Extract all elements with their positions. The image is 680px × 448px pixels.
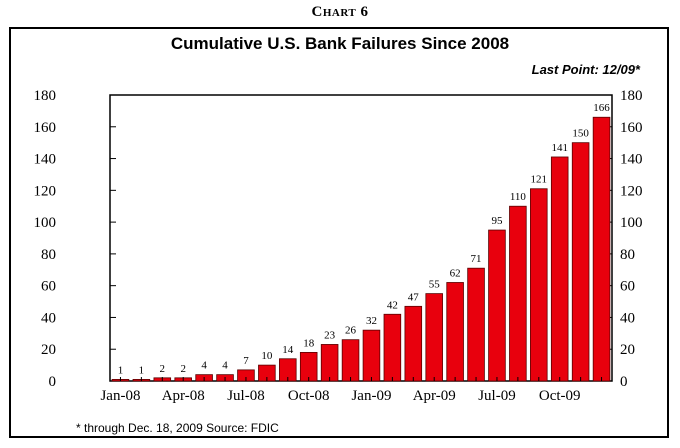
x-tick-label: Oct-08	[288, 388, 330, 404]
y-tick-label-right: 180	[620, 88, 643, 104]
data-label: 23	[324, 329, 336, 341]
data-label: 1	[139, 364, 145, 376]
y-tick-label-right: 80	[620, 247, 635, 263]
chart-number-label: Chart 6	[311, 4, 369, 20]
x-tick-label: Jan-08	[100, 388, 140, 404]
bar	[320, 344, 339, 382]
data-label: 121	[531, 174, 548, 186]
y-tick-label-right: 120	[620, 183, 643, 199]
bar	[509, 205, 527, 382]
y-tick-label-left: 160	[34, 120, 57, 136]
y-tick-label-left: 20	[41, 342, 56, 358]
y-tick-label-left: 0	[49, 374, 57, 390]
bar	[362, 329, 381, 382]
data-label: 141	[551, 142, 568, 154]
y-tick-label-left: 80	[41, 247, 56, 263]
bar	[550, 156, 569, 382]
y-tick-label-left: 140	[34, 152, 57, 168]
plot-border	[109, 94, 613, 382]
x-tick-label: Jul-09	[478, 388, 516, 404]
last-point-annotation: Last Point: 12/09*	[531, 62, 640, 77]
y-tick-label-right: 160	[620, 120, 643, 136]
y-tick-label-right: 100	[620, 215, 643, 231]
data-label: 150	[572, 128, 589, 140]
y-tick-label-right: 60	[620, 279, 635, 295]
x-tick-label: Oct-09	[539, 388, 581, 404]
x-tick-label: Jul-08	[227, 388, 265, 404]
data-label: 7	[243, 355, 249, 367]
y-tick-label-right: 0	[620, 374, 628, 390]
data-label: 1	[118, 364, 124, 376]
data-label: 10	[261, 350, 273, 362]
bar	[488, 229, 506, 382]
plot-area: 0 0 20 20 40 40 60 60 80 80 100 100 120 120 140 140 160 1…	[34, 88, 643, 404]
y-tick-label-left: 180	[34, 88, 57, 104]
data-label: 62	[450, 267, 461, 279]
data-label: 2	[160, 363, 166, 375]
y-tick-label-right: 140	[620, 152, 643, 168]
data-label: 4	[222, 360, 228, 372]
bar	[446, 282, 464, 382]
y-tick-label-right: 20	[620, 342, 635, 358]
x-tick-label: Apr-09	[413, 388, 456, 404]
data-label: 14	[282, 344, 294, 356]
data-label: 55	[429, 279, 441, 291]
y-tick-label-left: 40	[41, 310, 56, 326]
x-tick-label: Apr-08	[162, 388, 205, 404]
data-label: 71	[471, 253, 482, 265]
bar	[425, 293, 443, 382]
bar	[592, 116, 611, 382]
chart-frame	[9, 27, 669, 438]
data-label: 18	[303, 337, 315, 349]
bar	[530, 188, 548, 382]
data-label: 95	[491, 215, 503, 227]
y-tick-label-left: 60	[41, 279, 56, 295]
x-tick-label: Jan-09	[351, 388, 391, 404]
data-label: 42	[387, 299, 398, 311]
data-label: 2	[180, 363, 186, 375]
data-label: 32	[366, 315, 377, 327]
bar	[383, 313, 402, 382]
y-tick-label-right: 40	[620, 310, 635, 326]
y-tick-label-left: 100	[34, 215, 57, 231]
data-label: 4	[201, 360, 207, 372]
bar	[571, 142, 590, 382]
bar	[341, 339, 360, 382]
data-label: 166	[593, 102, 610, 114]
bar	[467, 267, 485, 382]
y-tick-label-left: 120	[34, 183, 57, 199]
data-label: 26	[345, 325, 357, 337]
bar	[299, 351, 318, 382]
bar	[404, 305, 423, 382]
source-footnote: * through Dec. 18, 2009 Source: FDIC	[76, 421, 279, 435]
chart-title: Cumulative U.S. Bank Failures Since 2008	[170, 34, 510, 53]
data-label: 47	[408, 291, 420, 303]
data-label: 110	[510, 191, 527, 203]
